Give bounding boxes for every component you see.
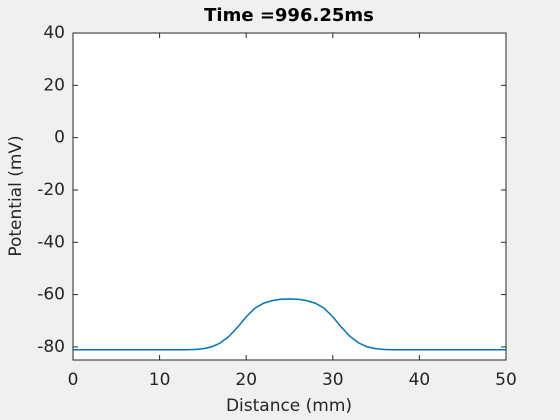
data-line xyxy=(73,298,506,351)
y-tick-label: 20 xyxy=(43,75,65,95)
x-tick-label: 10 xyxy=(149,370,171,390)
y-tick-label: -40 xyxy=(37,232,65,252)
y-tick-label: -80 xyxy=(37,337,65,357)
x-tick-label: 0 xyxy=(68,370,79,390)
x-tick-label: 30 xyxy=(322,370,344,390)
x-tick-label: 20 xyxy=(235,370,257,390)
axes-box xyxy=(72,32,507,361)
y-tick-label: -20 xyxy=(37,180,65,200)
x-axis-label: Distance (mm) xyxy=(226,396,352,416)
y-tick-label: 40 xyxy=(43,23,65,43)
y-axis-label: Potential (mV) xyxy=(6,135,26,256)
x-tick-label: 40 xyxy=(409,370,431,390)
x-tick-label: 50 xyxy=(495,370,517,390)
y-tick-label: -60 xyxy=(37,285,65,305)
y-tick-label: 0 xyxy=(54,128,65,148)
chart-title: Time =996.25ms xyxy=(204,5,374,26)
